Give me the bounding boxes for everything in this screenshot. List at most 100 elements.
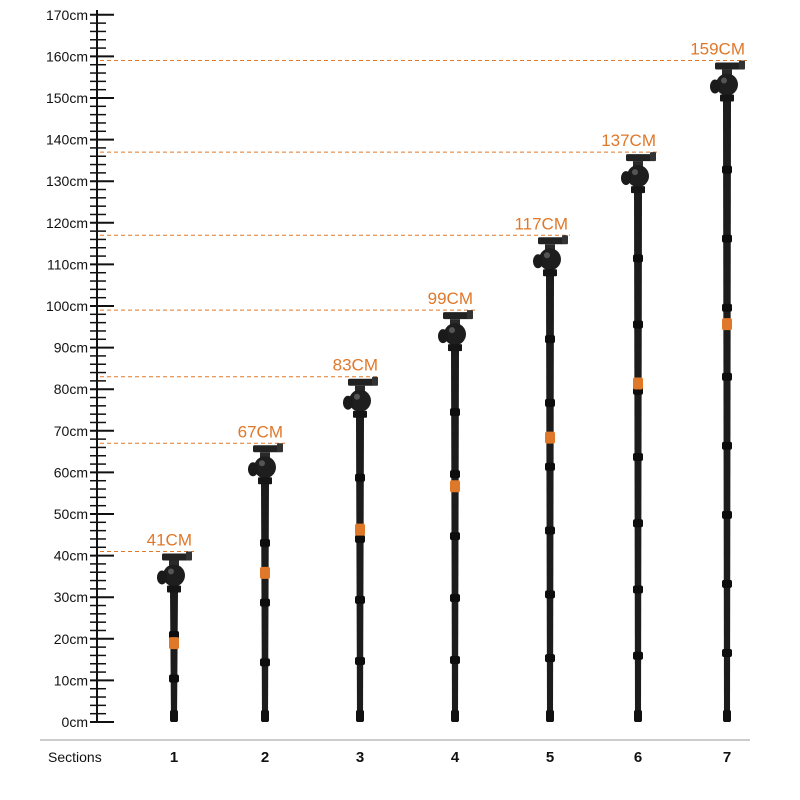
quick-release-plate [162, 553, 188, 561]
pole-joint [633, 519, 643, 528]
orange-ring [355, 523, 365, 536]
plate-knob [372, 376, 378, 386]
section-number-4: 4 [451, 749, 460, 766]
ruler-tick-label: 160cm [46, 48, 88, 64]
ruler-tick-label: 40cm [54, 548, 88, 564]
ruler-tick-label: 20cm [54, 631, 88, 647]
ball-head-highlight [544, 252, 550, 259]
height-ruler: 0cm 10cm 20cm 30cm 40cm 50cm 60cm 70cm 80cm 90cm 1… [46, 7, 114, 730]
ball-head-highlight [449, 327, 455, 334]
lock-knob [248, 462, 258, 477]
pole-joint [355, 534, 365, 543]
ruler-tick-label: 10cm [54, 672, 88, 688]
pole-joint [355, 595, 365, 604]
head-base [258, 477, 272, 485]
height-labels: 41CM 67CM 83CM 99CM 117CM 137CM 159CM [147, 40, 745, 550]
ball-head-highlight [259, 460, 265, 467]
height-label-3: 83CM [333, 356, 378, 375]
pole-joint [355, 656, 365, 665]
section-number-5: 5 [546, 749, 554, 766]
pole-joint [633, 585, 643, 594]
head-base [353, 410, 367, 418]
orange-ring [633, 377, 643, 390]
pole-joint [260, 538, 270, 547]
plate-knob [467, 310, 473, 320]
plate-knob [562, 235, 568, 245]
ruler-tick-label: 70cm [54, 423, 88, 439]
tripod-3 [343, 376, 378, 722]
tripod-6 [621, 152, 656, 722]
section-number-6: 6 [634, 749, 642, 766]
head-base [167, 585, 181, 593]
plate-knob [277, 443, 283, 453]
pole-joint [722, 648, 732, 657]
tripod-pole [723, 100, 731, 722]
pole-joint [722, 579, 732, 588]
height-guide-lines [100, 60, 747, 552]
pole-joint [722, 303, 732, 312]
ruler-tick-label: 140cm [46, 132, 88, 148]
pole-joint [260, 598, 270, 607]
pole-joint [450, 470, 460, 479]
quick-release-plate [715, 62, 741, 70]
pole-joint [722, 441, 732, 450]
tripod-foot [261, 710, 269, 722]
lock-knob [533, 254, 543, 269]
height-label-4: 99CM [428, 289, 473, 308]
ruler-tick-label: 100cm [46, 298, 88, 314]
head-base [631, 186, 645, 194]
ruler-tick-label: 150cm [46, 90, 88, 106]
ball-head-highlight [168, 568, 174, 575]
sections-title: Sections [48, 749, 102, 765]
lock-knob [438, 329, 448, 344]
quick-release-plate [443, 312, 469, 320]
pole-joint [545, 526, 555, 535]
quick-release-plate [253, 445, 279, 453]
height-label-6: 137CM [601, 131, 656, 150]
lock-knob [343, 395, 353, 410]
ball-head-highlight [354, 393, 360, 400]
head-base [448, 344, 462, 352]
tripod-7 [710, 60, 745, 722]
head-base [720, 94, 734, 102]
tripod-pole [170, 591, 178, 722]
pole-joint [450, 408, 460, 417]
tripod-5 [533, 235, 568, 722]
quick-release-plate [538, 237, 564, 245]
pole-joint [722, 510, 732, 519]
tripod-2 [248, 443, 283, 722]
section-labels: 1 2 3 4 5 6 7 [170, 749, 731, 766]
ruler-tick-label: 110cm [47, 256, 88, 272]
section-number-2: 2 [261, 749, 269, 766]
pole-joint [633, 320, 643, 329]
orange-ring [722, 318, 732, 331]
pole-joint [722, 165, 732, 174]
pole-joint [722, 234, 732, 243]
pole-joint [545, 462, 555, 471]
tripod-foot [170, 710, 178, 722]
tripod-foot [356, 710, 364, 722]
ruler-tick-label: 120cm [46, 215, 88, 231]
quick-release-plate [348, 378, 374, 386]
orange-ring [260, 566, 270, 579]
ruler-tick-label: 30cm [54, 589, 88, 605]
pole-joint [450, 656, 460, 665]
pole-joint [355, 473, 365, 482]
ruler-tick-label: 90cm [54, 340, 88, 356]
pole-joint [450, 532, 460, 541]
tripod-pole [546, 275, 554, 722]
tripod-foot [546, 710, 554, 722]
pole-joint [545, 335, 555, 344]
height-label-7: 159CM [690, 40, 745, 59]
section-number-3: 3 [356, 749, 364, 766]
section-number-7: 7 [723, 749, 731, 766]
ruler-tick-label: 80cm [54, 381, 88, 397]
tripod-foot [634, 710, 642, 722]
tripod-pole [356, 416, 364, 722]
tripod-1 [157, 551, 192, 722]
pole-joint [169, 674, 179, 683]
ruler-tick-label: 60cm [54, 464, 88, 480]
pole-joint [545, 654, 555, 663]
tripod-photos [157, 60, 745, 722]
